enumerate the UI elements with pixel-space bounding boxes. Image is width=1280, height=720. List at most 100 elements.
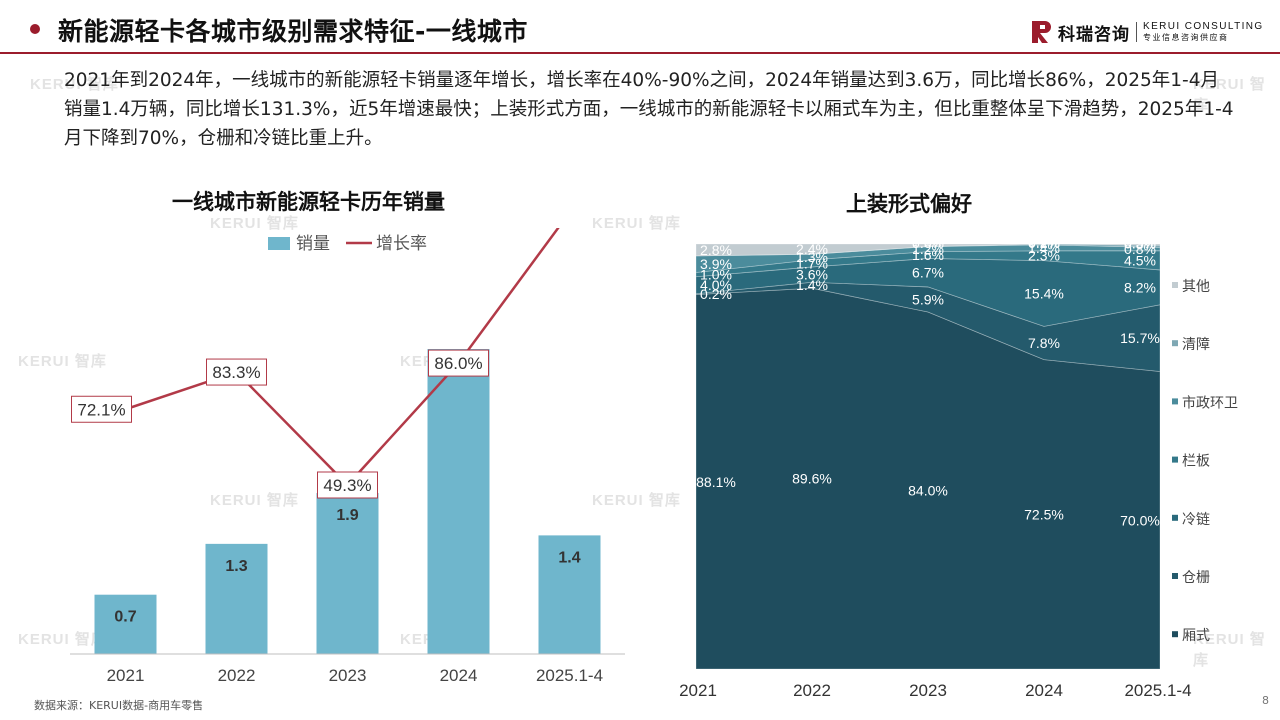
watermark: KERUI 智库: [18, 631, 107, 648]
growth-label-box: [71, 395, 132, 423]
area-data-label: 89.6%: [792, 471, 832, 487]
sales-chart: 销量增长率0.71.31.93.61.420212022202320242025…: [70, 228, 625, 685]
watermark: KERUI 智库: [592, 492, 681, 509]
area-data-label: 70.0%: [1120, 512, 1160, 528]
logo-mark-icon: [1032, 21, 1051, 43]
area-data-label: 4.5%: [1124, 252, 1156, 268]
growth-label: 72.1%: [71, 395, 132, 423]
area-data-label: 3.6%: [796, 267, 828, 283]
growth-label: 83.3%: [206, 358, 267, 386]
logo-text-en: KERUI CONSULTING 专业信息咨询供应商: [1143, 22, 1264, 42]
page-number: 8: [1262, 694, 1269, 707]
legend-label: 市政环卫: [1182, 394, 1238, 410]
sales-bar-label: 0.7: [114, 609, 136, 626]
area-data-label: 2.4%: [796, 241, 828, 257]
growth-label: 49.3%: [317, 471, 378, 499]
logo-name-cn: 科瑞咨询: [1058, 24, 1130, 45]
x-tick-label: 2022: [793, 681, 831, 700]
growth-rate-line: [125, 228, 560, 487]
area-data-label: 0.2%: [1028, 236, 1060, 251]
watermark: KERUI 智库: [210, 215, 299, 232]
area-data-label: 3.9%: [700, 256, 732, 272]
area-data-label: 1.0%: [700, 267, 732, 283]
area-data-label: 6.7%: [912, 265, 944, 281]
area-data-label: 5.9%: [912, 291, 944, 307]
data-source-note: 数据来源：KERUI数据-商用车零售: [34, 699, 204, 712]
sales-bar: [316, 493, 379, 654]
watermark: KERUI 智库: [18, 353, 107, 370]
area-data-label: 0.5%: [1124, 236, 1156, 251]
sales-chart-title: 一线城市新能源轻卡历年销量: [172, 190, 445, 214]
body-type-chart-title: 上装形式偏好: [846, 192, 972, 216]
legend-swatch: [1172, 631, 1178, 638]
sales-bar: [205, 543, 268, 654]
area-data-label: 1.6%: [912, 247, 944, 263]
area-data-label: 1.7%: [796, 255, 828, 271]
growth-label-box: [206, 358, 267, 386]
area-data-label: 4.0%: [700, 277, 732, 293]
watermark: KERUI 智库: [592, 215, 681, 232]
growth-label-box: [428, 349, 489, 377]
area-栏板: [695, 250, 1161, 278]
x-tick-label: 2023: [909, 681, 947, 700]
legend-swatch-sales: [268, 237, 290, 250]
x-tick-label: 2024: [1025, 681, 1063, 700]
area-data-label: 1.4%: [1028, 240, 1060, 256]
watermark: KERUI 智库: [1193, 76, 1266, 114]
area-data-label: 84.0%: [908, 483, 948, 499]
legend-swatch: [1172, 514, 1178, 521]
growth-label-box: [317, 471, 378, 499]
chart-legend: 销量 增长率: [268, 234, 427, 253]
area-data-label: 0.2%: [700, 286, 732, 302]
legend-label-growth: 增长率: [376, 234, 427, 253]
legend-swatch: [1172, 573, 1178, 579]
sales-bar: [538, 535, 601, 654]
area-data-label: 2.3%: [1028, 248, 1060, 264]
growth-label-text: 83.3%: [212, 363, 260, 382]
area-其他: [695, 243, 1161, 257]
area-data-label: 0.3%: [1124, 236, 1156, 251]
logo-separator: [1136, 22, 1137, 42]
legend-label: 厢式: [1182, 627, 1210, 643]
area-data-label: 72.5%: [1024, 506, 1064, 522]
legend-label: 清障: [1182, 336, 1210, 352]
legend-label-sales: 销量: [296, 234, 330, 253]
area-data-label: 8.2%: [1124, 279, 1156, 295]
area-data-label: 0.8%: [1124, 241, 1156, 257]
sales-bar: [427, 349, 490, 654]
growth-label: 86.0%: [428, 349, 489, 377]
x-tick-label: 2025.1-4: [536, 666, 603, 685]
growth-label-text: 72.1%: [77, 400, 125, 419]
legend-label: 仓栅: [1182, 569, 1210, 585]
slide-title: 新能源轻卡各城市级别需求特征-一线城市: [58, 17, 528, 46]
sales-bar: [94, 594, 157, 654]
legend-swatch: [1172, 456, 1178, 463]
logo-name-en: KERUI CONSULTING: [1143, 21, 1264, 32]
sales-bar-label: 1.9: [336, 507, 358, 524]
sales-bar-label: 1.4: [558, 549, 580, 566]
watermark: KERUI 智库: [30, 76, 119, 93]
summary-text: 2021年到2024年，一线城市的新能源轻卡销量逐年增长，增长率在40%-90%…: [64, 70, 1234, 149]
legend-swatch: [1172, 398, 1178, 405]
area-data-label: 15.7%: [1120, 330, 1160, 346]
watermark: KERUI 智库: [1193, 631, 1266, 669]
legend-label: 冷链: [1182, 511, 1210, 527]
area-data-label: 1.2%: [912, 241, 944, 257]
x-tick-label: 2021: [679, 681, 717, 700]
growth-label-text: 49.3%: [323, 476, 371, 495]
x-tick-label: 2023: [329, 666, 367, 685]
header-rule: [0, 52, 1280, 54]
watermark: KERUI 智库: [210, 492, 299, 509]
legend-label: 栏板: [1182, 453, 1210, 469]
area-data-label: 1.4%: [796, 277, 828, 293]
legend-label: 其他: [1182, 278, 1210, 294]
x-tick-label: 2025.1-4: [1124, 681, 1191, 700]
x-tick-label: 2021: [107, 666, 145, 685]
area-data-label: 0.6%: [912, 236, 944, 251]
x-tick-label: 2022: [218, 666, 256, 685]
area-data-label: 88.1%: [696, 474, 736, 490]
area-data-label: 0.2%: [1028, 236, 1060, 250]
x-tick-label: 2024: [440, 666, 478, 685]
kerui-logo: 科瑞咨询 KERUI CONSULTING 专业信息咨询供应商: [1032, 20, 1264, 45]
